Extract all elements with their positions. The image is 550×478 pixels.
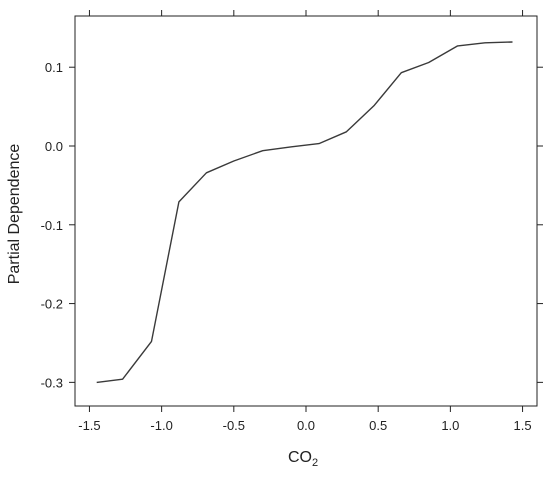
y-tick-label: -0.1 <box>41 218 63 233</box>
ticks-group: -1.5 -1.0 -0.5 0.0 0.5 1.0 1.5 -0.3 -0.2 -0.1 0.0 0… <box>41 10 543 433</box>
x-tick-label: 0.5 <box>369 418 387 433</box>
x-tick-label: 1.0 <box>441 418 459 433</box>
x-tick-label: -1.0 <box>150 418 172 433</box>
y-tick-label: 0.0 <box>45 139 63 154</box>
y-tick-label: -0.3 <box>41 375 63 390</box>
plot-frame-group <box>74 15 538 407</box>
x-tick-label: -1.5 <box>78 418 100 433</box>
x-tick-label: 1.5 <box>514 418 532 433</box>
x-tick-label: -0.5 <box>223 418 245 433</box>
partial-dependence-line <box>96 41 513 384</box>
series-group <box>96 41 513 384</box>
x-axis-label: CO2 <box>288 449 318 469</box>
x-axis-label-subscript: 2 <box>312 457 318 469</box>
y-axis-label: Partial Dependence <box>6 144 23 285</box>
plot-frame <box>74 15 538 407</box>
x-tick-label: 0.0 <box>297 418 315 433</box>
y-tick-label: 0.1 <box>45 60 63 75</box>
y-tick-label: -0.2 <box>41 297 63 312</box>
